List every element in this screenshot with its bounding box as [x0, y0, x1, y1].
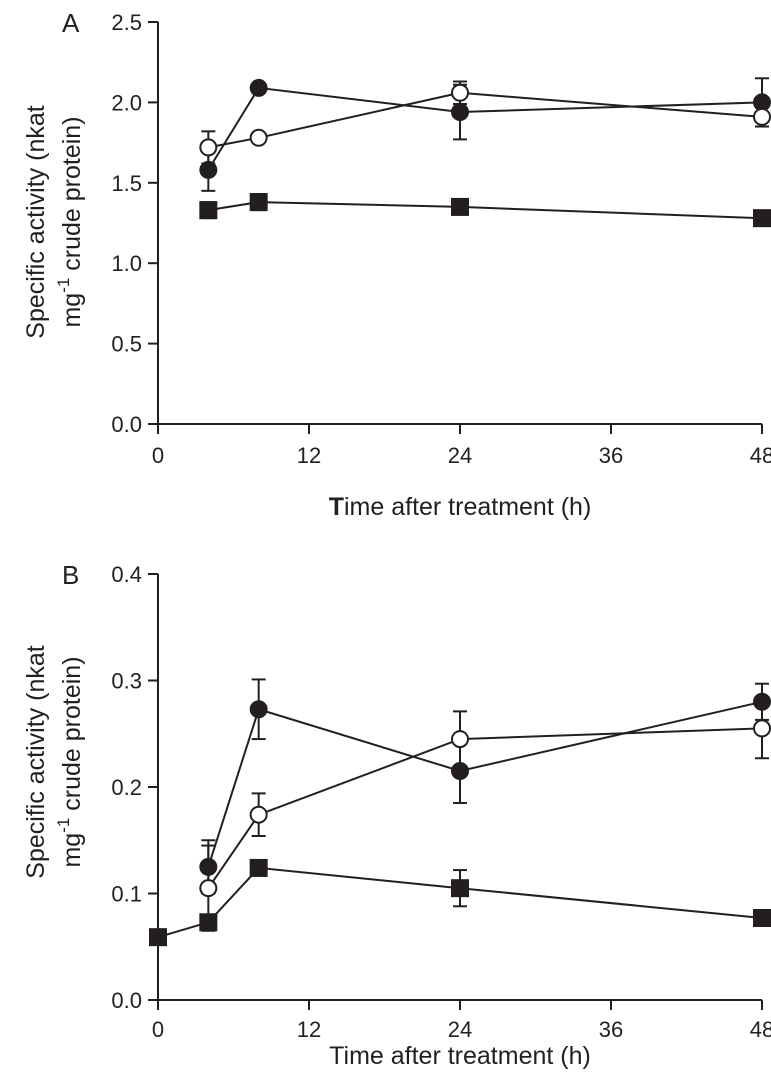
data-point-square [451, 879, 469, 898]
x-tick-label: 36 [599, 1017, 623, 1042]
x-tick-label: 48 [750, 443, 771, 468]
data-point-square [753, 209, 771, 228]
panel-label: A [62, 8, 80, 38]
chart-panel-a: 0.0 0.5 1.0 1.5 2.0 2.5 0 12 24 36 48 A Time after t… [22, 8, 771, 521]
data-point-square [249, 858, 268, 877]
y-axis-title-2: mg-1 crude protein) [54, 656, 86, 867]
y-tick-label: 0.2 [111, 775, 142, 800]
y-tick-label: 0.3 [111, 669, 142, 694]
data-point-open-circle [753, 107, 771, 126]
data-point-filled-circle [249, 78, 268, 97]
data-point-filled-circle [199, 160, 218, 179]
y-axis-title-line1: Specific activity (nkat [22, 645, 50, 878]
data-point-square [199, 913, 218, 932]
y-axis-unit-rest: crude protein) [58, 656, 86, 817]
x-axis-title: Time after treatment (h) [329, 493, 592, 521]
x-axis-title: Time after treatment (h) [329, 1042, 591, 1070]
data-point-square [451, 197, 469, 216]
data-point-open-circle [249, 805, 268, 824]
data-point-open-circle [199, 138, 218, 157]
x-tick-label: 24 [448, 443, 472, 468]
y-tick-label: 2.5 [111, 10, 142, 35]
x-tick-label: 36 [599, 443, 623, 468]
y-axis-unit-mg: mg [58, 293, 86, 328]
y-axis-title-line2: mg-1 crude protein) [54, 656, 86, 867]
y-axis-unit-superscript: -1 [54, 278, 73, 293]
data-point-open-circle [753, 719, 771, 738]
y-tick-label: 1.5 [111, 171, 142, 196]
series-line-filled-circle [207, 86, 763, 171]
x-tick-label: 24 [448, 1017, 472, 1042]
y-tick-label: 0.0 [111, 988, 142, 1013]
series-line-filled-circle [207, 700, 763, 868]
y-axis-title-line2: mg-1 crude protein) [54, 116, 86, 327]
data-point-filled-circle [199, 857, 218, 876]
x-tick-label: 48 [750, 1017, 771, 1042]
data-point-filled-circle [753, 692, 771, 711]
x-axis-title-rest: ime after treatment (h) [344, 493, 591, 521]
x-axis-title-bold: T [329, 493, 344, 521]
x-tick-label: 0 [152, 1017, 164, 1042]
y-tick-label: 0.5 [111, 332, 142, 357]
data-point-filled-circle [249, 700, 268, 719]
y-axis-title: Specific activity (nkat [22, 105, 50, 338]
y-axis-title-line1: Specific activity (nkat [22, 105, 50, 338]
y-axis-title: Specific activity (nkat [22, 645, 50, 878]
data-point-open-circle [249, 128, 268, 147]
y-axis-title-2: mg-1 crude protein) [54, 116, 86, 327]
x-axis-title-rest: Time after treatment (h) [329, 1042, 591, 1070]
y-tick-label: 2.0 [111, 90, 142, 115]
data-point-square [249, 193, 268, 212]
data-point-square [753, 908, 771, 927]
y-tick-label: 0.4 [111, 562, 142, 587]
y-tick-label: 0.1 [111, 882, 142, 907]
data-point-square [199, 201, 218, 220]
series-line-open-circle [207, 727, 763, 889]
y-axis-unit-superscript: -1 [54, 818, 73, 833]
x-tick-label: 0 [152, 443, 164, 468]
data-point-open-circle [451, 83, 469, 102]
x-tick-label: 12 [297, 443, 321, 468]
panel-label: B [62, 560, 79, 590]
x-tick-label: 12 [297, 1017, 321, 1042]
data-point-filled-circle [451, 103, 469, 122]
series-line-filled-square [208, 201, 763, 220]
y-tick-label: 1.0 [111, 251, 142, 276]
y-axis-unit-mg: mg [58, 833, 86, 868]
series-line-open-circle [208, 91, 763, 149]
y-tick-label: 0.0 [111, 412, 142, 437]
y-axis-unit-rest: crude protein) [58, 116, 86, 277]
data-point-open-circle [199, 879, 218, 898]
chart-panel-b: 0.0 0.1 0.2 0.3 0.4 0 12 24 36 48 B Time after trea… [22, 560, 771, 1070]
data-point-open-circle [451, 730, 469, 749]
data-point-square [149, 928, 167, 947]
data-point-filled-circle [451, 762, 469, 781]
